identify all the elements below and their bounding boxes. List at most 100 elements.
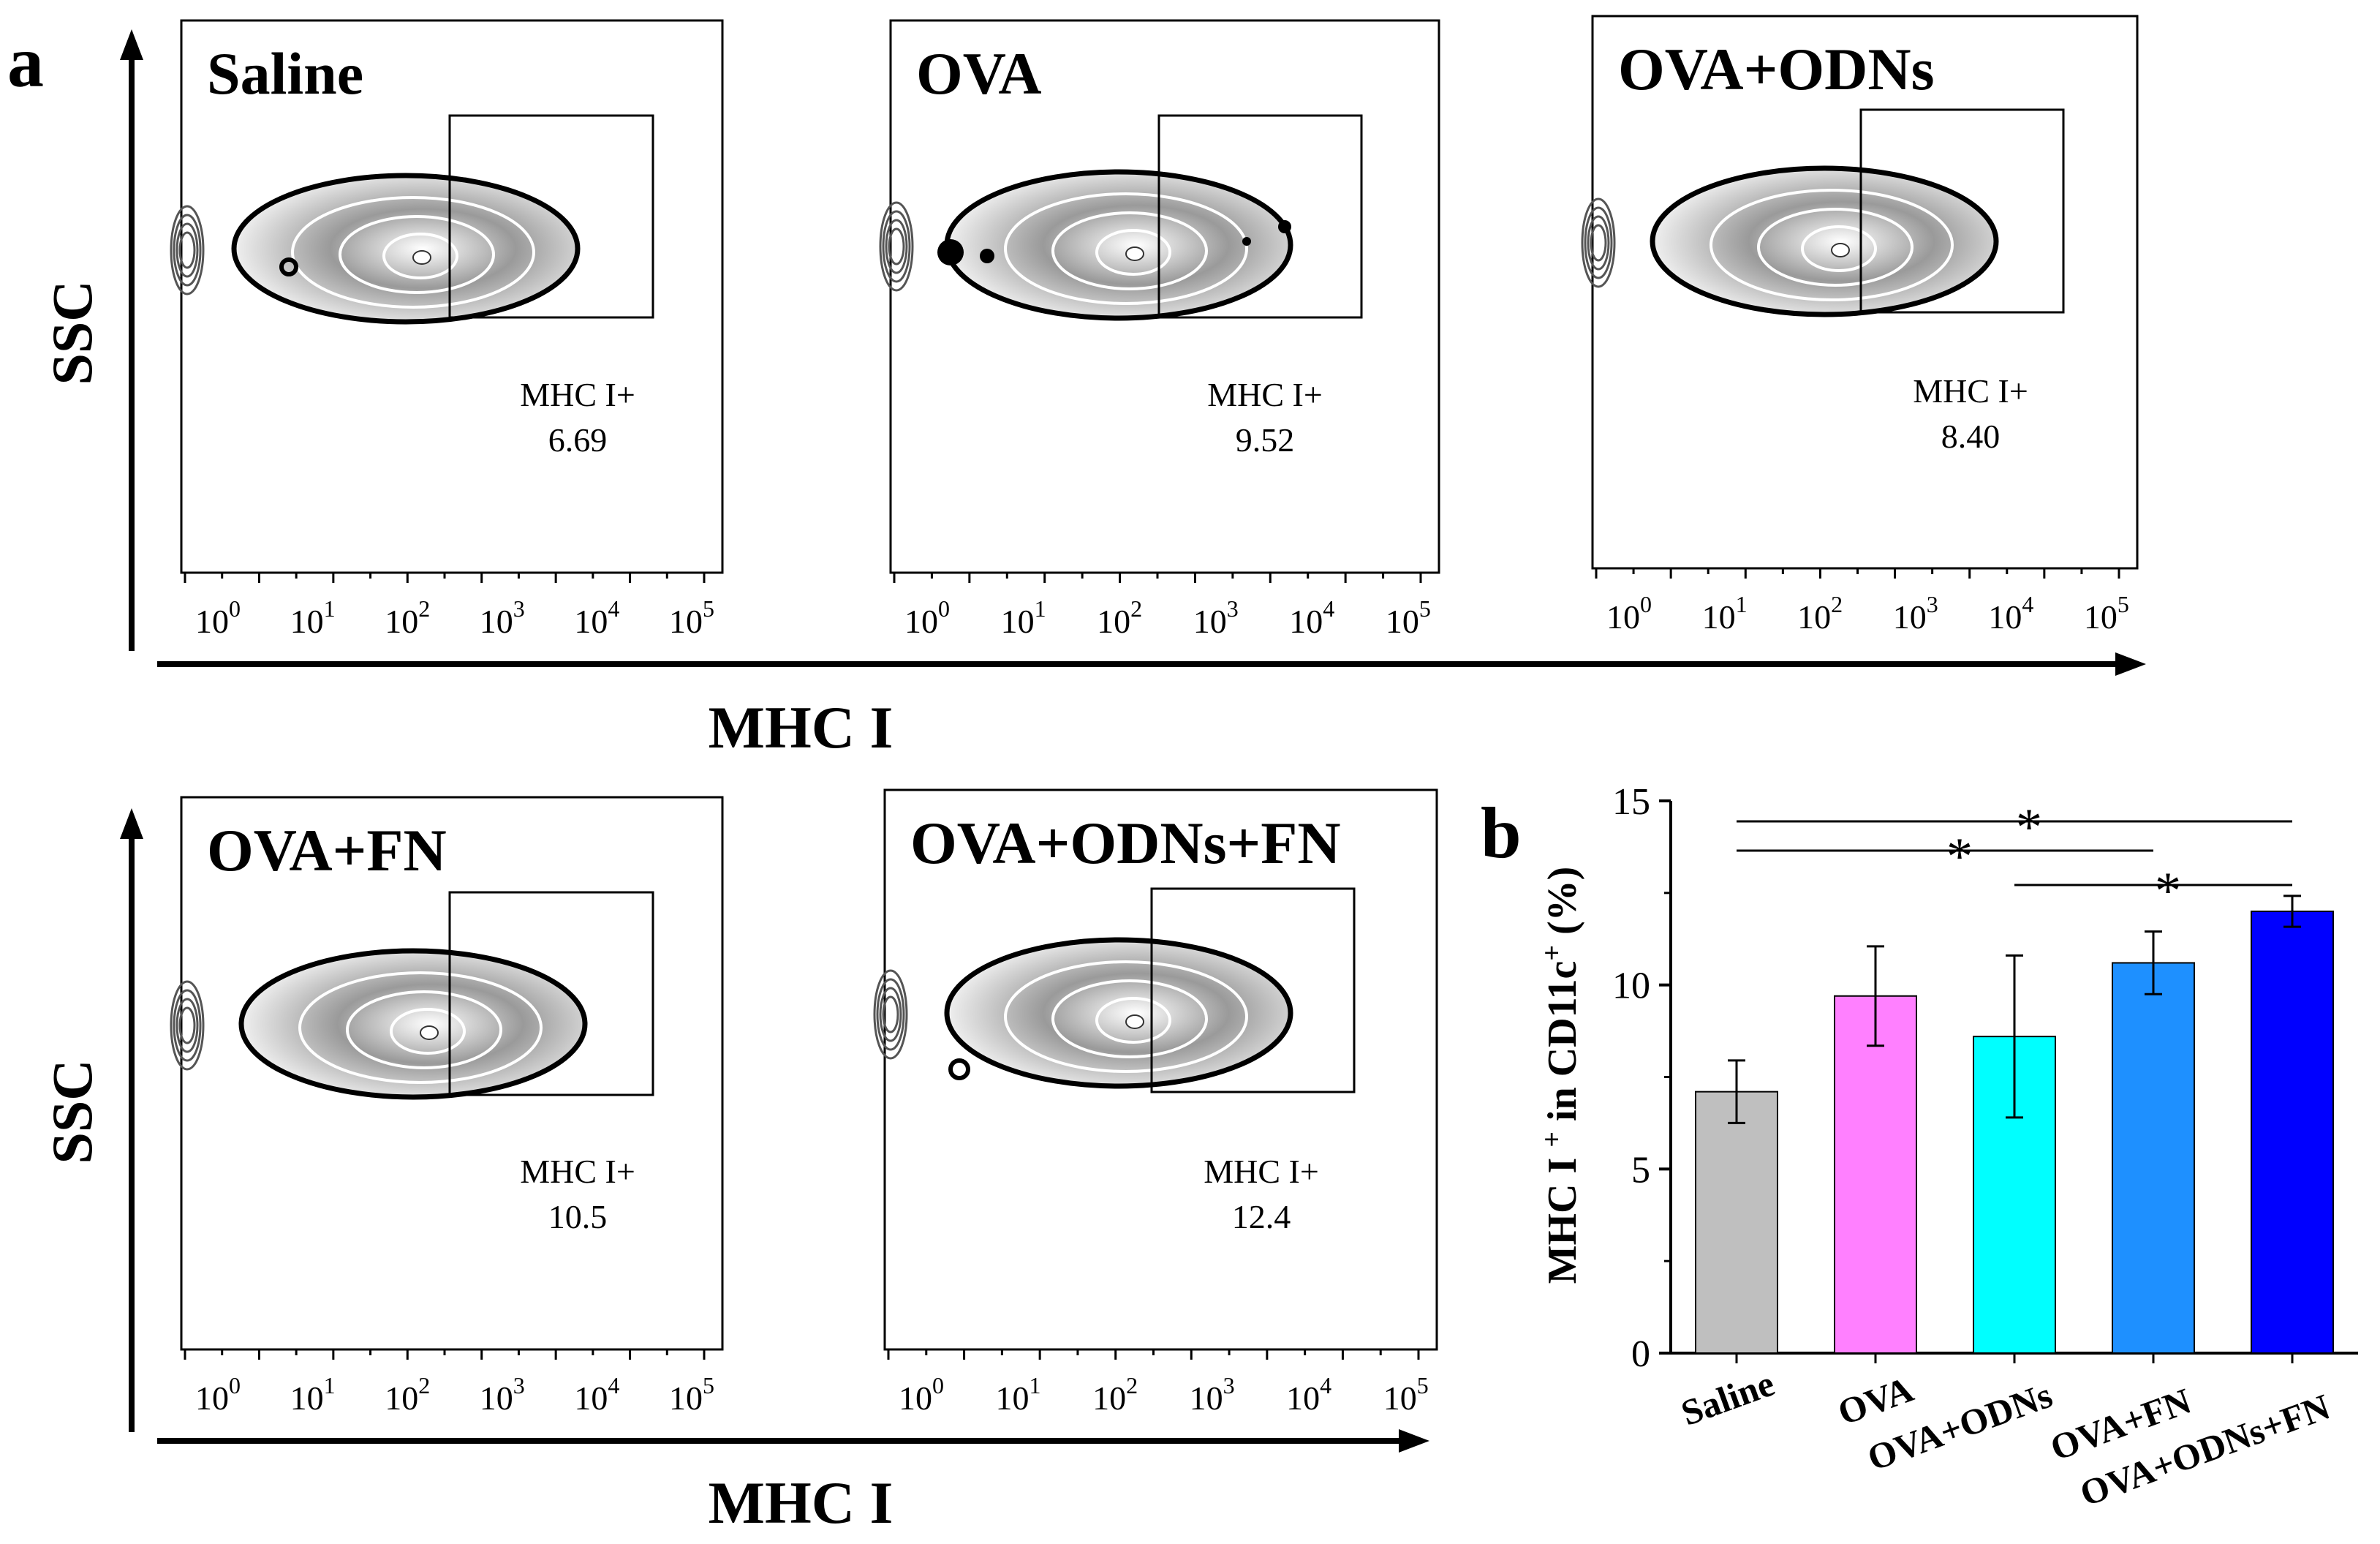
flow-panel-ova-plus-odns-plus-fn: OVA+ODNs+FN MHC I+ 12.4 100 101 102 103 104 105 [873, 788, 1438, 1417]
significance-star: * [2016, 798, 2042, 856]
flow-tick-label: 104 [574, 595, 619, 640]
row1-y-axis-label: SSC [40, 280, 104, 385]
y-tick-label: 0 [1631, 1333, 1650, 1375]
error-bar [2145, 930, 2162, 995]
flow-axis-ticks: 100 101 102 103 104 105 [184, 1349, 714, 1417]
flow-tick-label: 105 [1383, 1372, 1429, 1417]
error-bar [2006, 954, 2023, 1119]
gate-label: MHC I+ [520, 376, 635, 413]
x-tick-label: OVA [1832, 1368, 1919, 1433]
bar-ova [1834, 995, 1917, 1355]
gate-value: 10.5 [548, 1198, 608, 1235]
gate-label: MHC I+ [520, 1153, 635, 1190]
significance-star: * [2155, 862, 2181, 920]
error-bar [2283, 895, 2301, 928]
flow-panel-title: OVA+ODNs [1618, 36, 1935, 102]
flow-panel-frame [180, 19, 724, 574]
flow-tick-label: 101 [290, 595, 336, 640]
panel-b-letter: b [1481, 792, 1522, 873]
flow-tick-label: 104 [574, 1372, 619, 1417]
flow-panel-frame [180, 796, 724, 1351]
gate-label: MHC I+ [1207, 376, 1323, 413]
row2-y-axis [120, 808, 143, 1432]
flow-tick-label: 103 [1193, 595, 1239, 640]
gate-box [1150, 887, 1356, 1093]
edge-cluster-contour [170, 980, 205, 1071]
flow-tick-label: 103 [480, 1372, 525, 1417]
flow-tick-label: 105 [669, 595, 714, 640]
flow-tick-label: 102 [1097, 595, 1142, 640]
cell-population-contour [231, 173, 581, 325]
flow-tick-label: 103 [1190, 1372, 1235, 1417]
gate-value: 8.40 [1941, 418, 2001, 455]
cell-population-contour [238, 948, 588, 1100]
cell-population-contour [944, 169, 1293, 321]
flow-panel-title: OVA+FN [207, 817, 447, 884]
flow-tick-label: 101 [1001, 595, 1046, 640]
flow-tick-label: 104 [1289, 595, 1334, 640]
flow-panel-ova-plus-odns: OVA+ODNs MHC I+ 8.40 100 101 102 103 104 105 [1581, 15, 2139, 636]
flow-tick-label: 102 [1092, 1372, 1138, 1417]
flow-panel-title: Saline [207, 40, 363, 107]
row1-x-axis-label: MHC I [709, 694, 894, 761]
y-tick-label: 5 [1631, 1149, 1650, 1191]
y-tick-label: 10 [1612, 965, 1650, 1007]
flow-axis-ticks: 100 101 102 103 104 105 [887, 1349, 1429, 1417]
edge-cluster-contour [170, 205, 205, 295]
edge-cluster-contour [1581, 197, 1616, 288]
flow-panel-saline: Saline MHC I+ 6.69 100 101 102 103 104 105 [170, 19, 724, 640]
edge-cluster-contour [873, 969, 908, 1060]
bar-ova-plus-odns-plus-fn [2251, 911, 2334, 1354]
flow-tick-label: 104 [1988, 591, 2033, 636]
flow-axis-ticks: 100 101 102 103 104 105 [184, 573, 714, 640]
cell-population-contour [1650, 165, 1999, 317]
flow-panel-frame [1591, 15, 2139, 570]
gate-box [448, 891, 654, 1096]
row1-x-axis [157, 652, 2146, 676]
flow-tick-label: 103 [480, 595, 525, 640]
gate-label: MHC I+ [1204, 1153, 1319, 1190]
flow-panel-frame [889, 19, 1440, 574]
flow-tick-label: 100 [195, 595, 241, 640]
flow-panel-ova-plus-fn: OVA+FN MHC I+ 10.5 100 101 102 103 104 105 [170, 796, 724, 1417]
flow-tick-label: 105 [669, 1372, 714, 1417]
flow-tick-label: 101 [996, 1372, 1041, 1417]
flow-tick-label: 101 [1702, 591, 1748, 636]
significance-star: * [1946, 827, 1973, 886]
flow-tick-label: 105 [1386, 595, 1431, 640]
bar-saline [1695, 1091, 1778, 1354]
gate-box [448, 114, 654, 319]
edge-cluster-contour [879, 201, 914, 292]
flow-tick-label: 105 [2084, 591, 2129, 636]
flow-axis-ticks: 100 101 102 103 104 105 [1595, 568, 2129, 636]
panel-a-letter: a [7, 21, 44, 102]
gate-label: MHC I+ [1913, 372, 2028, 410]
flow-tick-label: 102 [385, 595, 430, 640]
chart-y-axis-label: MHC I + in CD11c+ (%) [1537, 867, 1585, 1284]
y-tick-label: 15 [1612, 781, 1650, 823]
flow-tick-label: 101 [290, 1372, 336, 1417]
x-tick-label: Saline [1676, 1363, 1780, 1434]
flow-panel-title: OVA+ODNs+FN [910, 810, 1341, 876]
gate-value: 9.52 [1236, 421, 1295, 459]
flow-axis-ticks: 100 101 102 103 104 105 [893, 573, 1431, 640]
flow-panel-title: OVA [916, 40, 1042, 107]
flow-tick-label: 102 [1797, 591, 1843, 636]
flow-panel-ova: OVA MHC I+ 9.52 100 101 102 103 104 105 [879, 19, 1440, 640]
row1-y-axis [120, 29, 143, 651]
cell-population-contour [944, 937, 1293, 1089]
flow-tick-label: 100 [899, 1372, 944, 1417]
flow-tick-label: 100 [195, 1372, 241, 1417]
flow-panel-frame [883, 788, 1438, 1351]
row2-y-axis-label: SSC [40, 1059, 104, 1164]
bar-ova-plus-fn [2112, 962, 2195, 1354]
error-bar [1867, 945, 1884, 1047]
flow-tick-label: 103 [1893, 591, 1938, 636]
row2-x-axis-label: MHC I [709, 1469, 894, 1536]
row2-x-axis [157, 1429, 1429, 1453]
gate-box [1157, 114, 1363, 319]
flow-tick-label: 102 [385, 1372, 430, 1417]
